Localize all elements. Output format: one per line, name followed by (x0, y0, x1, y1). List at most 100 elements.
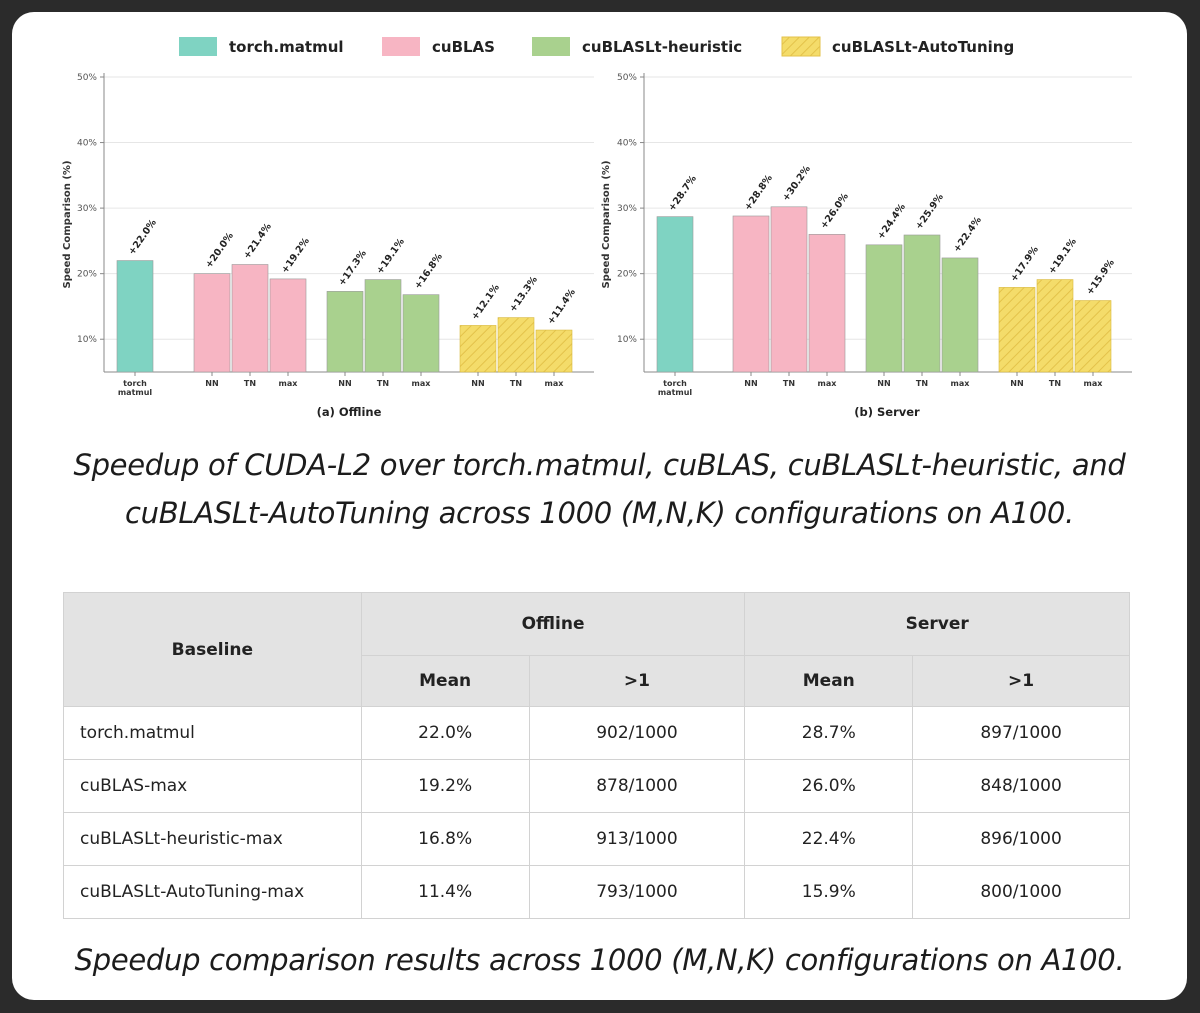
cell-server-gt1: 897/1000 (912, 706, 1130, 760)
y-axis-label: Speed Comparison (%) (601, 160, 612, 288)
cell-offline-gt1: 878/1000 (528, 759, 746, 813)
bar (116, 260, 154, 373)
header-server: Server (744, 592, 1130, 656)
x-tick-label: TN (916, 379, 928, 388)
y-tick-label: 20% (617, 270, 637, 280)
cell-server-mean: 26.0% (744, 759, 914, 813)
legend-label: cuBLASLt-heuristic (582, 38, 742, 56)
bar (1036, 279, 1074, 373)
bar (497, 317, 535, 373)
header-offline-gt1: >1 (528, 655, 746, 707)
x-tick-label: NN (1010, 379, 1023, 388)
data-label: +19.2% (279, 235, 312, 275)
x-tick-label: torch (123, 379, 147, 388)
x-tick-label: max (412, 379, 432, 388)
x-tick-label: NN (877, 379, 890, 388)
chart-offline: 10% 20% 30% 40% 50% Speed Comparison (%) +22.0… (62, 73, 594, 419)
bar (402, 294, 440, 373)
data-label: +12.1% (469, 282, 502, 322)
data-label: +19.1% (1046, 236, 1079, 276)
data-label: +20.0% (203, 230, 236, 270)
data-label: +22.0% (126, 217, 159, 257)
cell-offline-gt1: 902/1000 (528, 706, 746, 760)
legend-swatch (179, 37, 217, 56)
x-tick-label: TN (510, 379, 522, 388)
cell-offline-gt1: 793/1000 (528, 865, 746, 919)
bar (459, 325, 497, 373)
data-label: +17.3% (336, 248, 369, 288)
x-tick-label: matmul (118, 388, 153, 397)
bar (732, 215, 770, 373)
table-row: torch.matmul 22.0% 902/1000 28.7% 897/10… (63, 706, 1130, 760)
bar (364, 279, 402, 373)
bar (269, 278, 307, 373)
cell-server-gt1: 800/1000 (912, 865, 1130, 919)
table-row: cuBLASLt-heuristic-max 16.8% 913/1000 22… (63, 812, 1130, 866)
legend-swatch (382, 37, 420, 56)
y-tick-label: 40% (617, 139, 637, 149)
header-server-gt1: >1 (912, 655, 1130, 707)
table-row: cuBLASLt-AutoTuning-max 11.4% 793/1000 1… (63, 865, 1130, 919)
bar (1074, 300, 1112, 373)
speedup-bar-charts: torch.matmul cuBLAS cuBLASLt-heuristic cuBL… (62, 36, 1132, 419)
bar (326, 291, 364, 373)
x-tick-label: max (545, 379, 565, 388)
bar (231, 264, 269, 373)
legend-label: cuBLAS (432, 38, 495, 56)
legend-label: cuBLASLt-AutoTuning (832, 38, 1014, 56)
legend-swatch (781, 36, 821, 57)
chart-server: 10% 20% 30% 40% 50% Speed Comparison (%) +28.7… (601, 73, 1132, 419)
x-tick-label: max (279, 379, 299, 388)
chart-title: (a) Offline (317, 405, 382, 419)
y-tick-label: 30% (77, 204, 97, 214)
cell-server-gt1: 848/1000 (912, 759, 1130, 813)
bar (770, 206, 808, 373)
cell-baseline: cuBLAS-max (63, 759, 362, 813)
legend-label: torch.matmul (229, 38, 344, 56)
header-offline: Offline (360, 592, 746, 656)
data-label: +11.4% (545, 287, 578, 327)
data-label: +26.0% (818, 191, 851, 231)
x-tick-label: TN (783, 379, 795, 388)
x-tick-label: torch (663, 379, 687, 388)
data-label: +28.7% (666, 173, 699, 213)
cell-server-mean: 22.4% (744, 812, 914, 866)
y-tick-label: 50% (77, 73, 97, 83)
y-tick-label: 30% (617, 204, 637, 214)
bar (535, 329, 573, 373)
x-tick-label: TN (377, 379, 389, 388)
header-baseline: Baseline (63, 592, 362, 707)
bar (193, 273, 231, 373)
data-label: +17.9% (1008, 244, 1041, 284)
cell-server-gt1: 896/1000 (912, 812, 1130, 866)
x-tick-label: NN (338, 379, 351, 388)
x-tick-label: matmul (658, 388, 693, 397)
data-label: +21.4% (241, 221, 274, 261)
bar (903, 234, 941, 373)
table-row: cuBLAS-max 19.2% 878/1000 26.0% 848/1000 (63, 759, 1130, 813)
y-tick-label: 10% (77, 335, 97, 345)
y-tick-label: 40% (77, 139, 97, 149)
cell-offline-mean: 11.4% (360, 865, 530, 919)
cell-offline-mean: 19.2% (360, 759, 530, 813)
x-tick-label: NN (205, 379, 218, 388)
cell-offline-gt1: 913/1000 (528, 812, 746, 866)
data-label: +28.8% (742, 172, 775, 212)
y-axis-label: Speed Comparison (%) (62, 160, 73, 288)
data-label: +30.2% (780, 163, 813, 203)
data-label: +22.4% (951, 214, 984, 254)
bar (941, 257, 979, 373)
header-offline-mean: Mean (360, 655, 530, 707)
bar (998, 287, 1036, 373)
x-tick-label: NN (744, 379, 757, 388)
data-label: +15.9% (1084, 257, 1117, 297)
data-label: +19.1% (374, 236, 407, 276)
results-table: Baseline Offline Server Mean >1 Mean >1 … (63, 592, 1130, 919)
x-tick-label: max (951, 379, 971, 388)
chart-title: (b) Server (854, 405, 920, 419)
y-tick-label: 50% (617, 73, 637, 83)
x-tick-label: TN (244, 379, 256, 388)
cell-server-mean: 28.7% (744, 706, 914, 760)
cell-offline-mean: 16.8% (360, 812, 530, 866)
bar (865, 244, 903, 373)
